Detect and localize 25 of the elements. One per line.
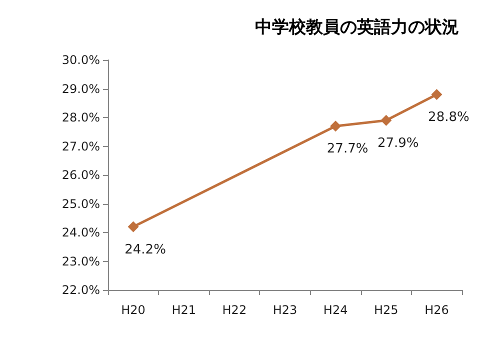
x-tick-label: H26 (424, 303, 449, 317)
chart-title: 中学校教員の英語力の状況 (255, 18, 459, 38)
point (128, 221, 139, 232)
point (330, 120, 342, 132)
x-tick-label: H25 (374, 303, 398, 317)
y-tick-label: 28.0% (62, 110, 100, 124)
y-tick-label: 26.0% (62, 168, 100, 182)
x-tick-label: H21 (172, 303, 196, 317)
x-tick-label: H24 (323, 303, 348, 317)
point (431, 89, 442, 100)
point (380, 114, 392, 126)
data-label: 24.2% (124, 242, 166, 258)
x-tick-label: H20 (121, 303, 146, 317)
x-tick-label: H23 (272, 303, 298, 317)
data-label: 28.8% (428, 110, 470, 125)
y-tick-label: 22.0% (62, 283, 100, 297)
y-tick-label: 29.0% (62, 82, 100, 96)
y-tick-label: 25.0% (62, 196, 100, 211)
y-tick-label: 27.0% (62, 139, 100, 154)
y-tick-label: 30.0% (62, 53, 100, 67)
x-tick-label: H22 (222, 303, 247, 317)
y-tick-label: 24.0% (62, 226, 100, 240)
data-label: 27.9% (377, 136, 419, 151)
y-tick-label: 23.0% (62, 254, 100, 268)
data-label: 27.7% (326, 142, 368, 157)
